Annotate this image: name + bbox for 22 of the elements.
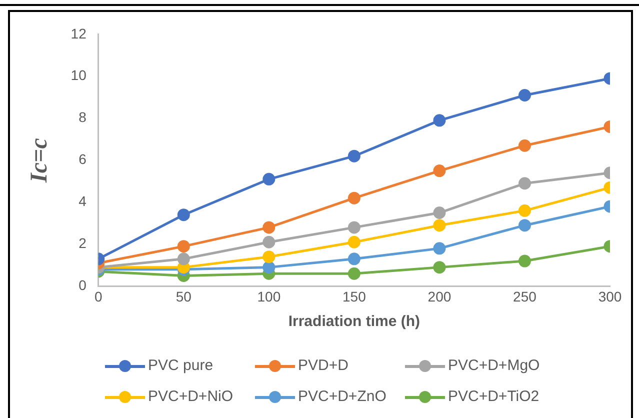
- x-tick-label: 50: [176, 288, 192, 304]
- y-tick-label: 6: [78, 151, 87, 168]
- y-tick-label: 0: [78, 277, 87, 294]
- legend-label: PVC+D+ZnO: [298, 388, 386, 405]
- y-tick-label: 10: [70, 67, 87, 84]
- y-tick-label: 4: [78, 193, 87, 210]
- legend-label: PVD+D: [298, 357, 348, 374]
- x-axis-title: Irradiation time (h): [288, 313, 420, 330]
- legend-label: PVC+D+NiO: [148, 388, 234, 405]
- legend-label: PVC+D+MgO: [448, 357, 540, 374]
- x-tick-label: 300: [598, 288, 622, 304]
- y-axis-title: Ic=c: [26, 138, 53, 184]
- y-tick-label: 2: [78, 235, 87, 252]
- x-tick-label: 250: [513, 288, 537, 304]
- x-tick-label: 150: [342, 288, 366, 304]
- x-tick-label: 100: [257, 288, 281, 304]
- y-tick-label: 12: [70, 25, 87, 42]
- x-tick-label: 0: [94, 288, 102, 304]
- legend-label: PVC pure: [148, 357, 214, 374]
- y-tick-label: 8: [78, 109, 87, 126]
- x-tick-label: 200: [428, 288, 452, 304]
- legend-label: PVC+D+TiO2: [448, 388, 540, 405]
